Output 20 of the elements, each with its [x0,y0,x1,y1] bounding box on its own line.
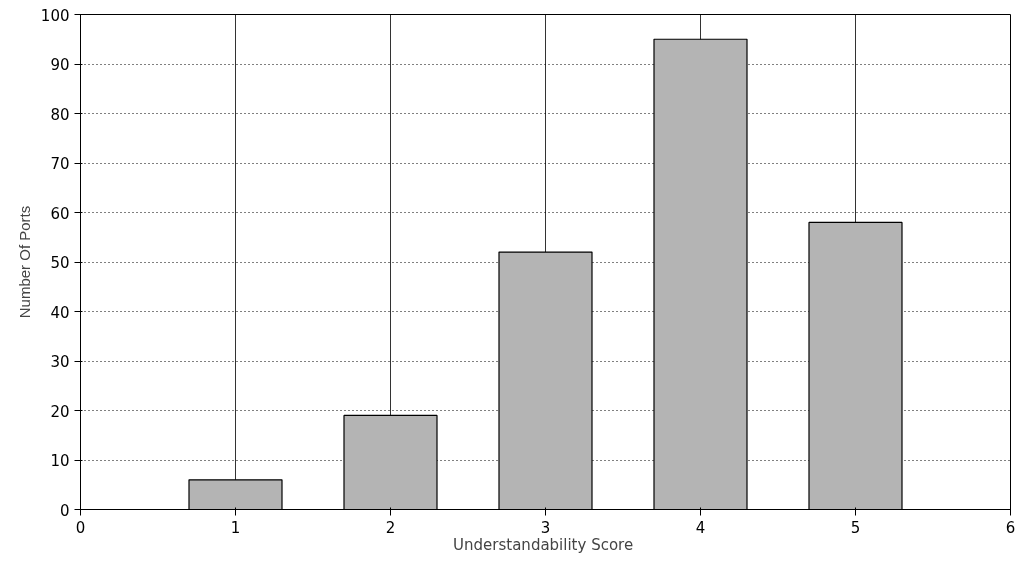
x-tick-label: 4 [695,518,706,537]
y-tick-label: 20 [50,402,70,421]
y-tick-label: 100 [40,6,70,25]
x-tick-label: 6 [1005,518,1016,537]
x-tick-label: 2 [385,518,396,537]
x-tick-label: 5 [850,518,861,537]
y-tick-label: 50 [50,254,70,272]
y-tick-label: 70 [50,155,70,173]
y-tick-label: 80 [50,105,70,124]
x-tick-label: 0 [75,518,86,537]
y-tick-label: 60 [50,204,70,223]
y-axis-title: Number Of Ports [15,205,33,319]
y-tick-label: 30 [50,353,70,371]
y-tick-label: 90 [50,56,70,74]
y-tick-label: 10 [50,452,70,470]
x-axis-title: Understandability Score [453,535,634,554]
y-tick-label: 40 [50,303,70,322]
x-tick-label: 1 [230,518,241,537]
y-tick-label: 0 [59,501,70,520]
x-tick-label: 3 [540,518,551,537]
